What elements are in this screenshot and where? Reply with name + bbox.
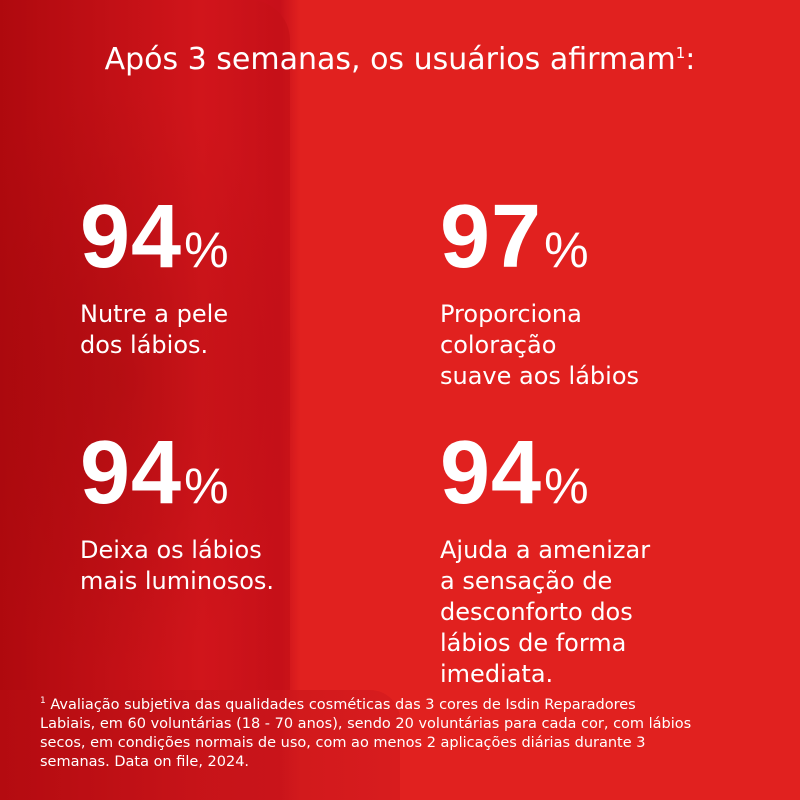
footnote-line: secos, em condições normais de uso, com … xyxy=(40,734,691,753)
footnote-line: 1 Avaliação subjetiva das qualidades cos… xyxy=(40,692,691,715)
stat-description: Nutre a pele dos lábios. xyxy=(80,299,420,361)
description-line: Proporciona xyxy=(440,300,582,328)
stat-value: 94 xyxy=(80,423,183,523)
stat-value: 94 xyxy=(440,423,543,523)
description-line: dos lábios. xyxy=(80,331,209,359)
description-line: lábios de forma xyxy=(440,629,627,657)
title-text: Após 3 semanas, os usuários afirmam xyxy=(104,42,676,77)
footnote-line: semanas. Data on file, 2024. xyxy=(40,753,691,772)
description-line: suave aos lábios xyxy=(440,362,640,390)
stat-description: Proporciona coloração suave aos lábios xyxy=(440,299,780,392)
footnote: 1 Avaliação subjetiva das qualidades cos… xyxy=(40,692,691,772)
stat-figure: 97% xyxy=(440,192,780,295)
stat-unit: % xyxy=(544,222,590,278)
stat-figure: 94% xyxy=(80,428,420,531)
product-shape xyxy=(0,0,290,690)
stat-description: Deixa os lábios mais luminosos. xyxy=(80,535,420,597)
stat-figure: 94% xyxy=(440,428,780,531)
stat-unit: % xyxy=(184,222,230,278)
stat-unit: % xyxy=(184,458,230,514)
title: Após 3 semanas, os usuários afirmam1: xyxy=(0,42,800,77)
description-line: imediata. xyxy=(440,660,554,688)
stat-value: 97 xyxy=(440,187,543,287)
footnote-text: Labiais, em 60 voluntárias (18 - 70 anos… xyxy=(40,715,692,732)
stat-description: Ajuda a amenizar a sensação de desconforto… xyxy=(440,535,780,690)
description-line: a sensação de xyxy=(440,567,613,595)
footnote-text: semanas. Data on file, 2024. xyxy=(40,753,250,770)
stat: 94% Nutre a pele dos lábios. xyxy=(80,192,420,361)
description-line: Deixa os lábios xyxy=(80,536,262,564)
stat: 94% Ajuda a amenizar a sensação de desconfo… xyxy=(440,428,780,690)
footnote-text: secos, em condições normais de uso, com … xyxy=(40,734,646,751)
description-line: desconforto dos xyxy=(440,598,633,626)
description-line: coloração xyxy=(440,331,557,359)
stat-figure: 94% xyxy=(80,192,420,295)
footnote-text: Avaliação subjetiva das qualidades cosmé… xyxy=(50,696,636,713)
stat: 97% Proporciona coloração suave aos lábios xyxy=(440,192,780,392)
product-shape xyxy=(0,690,400,800)
title-end: : xyxy=(685,42,696,77)
description-line: Nutre a pele xyxy=(80,300,229,328)
title-note: 1 xyxy=(675,44,686,62)
footnote-marker: 1 xyxy=(40,696,46,706)
description-line: Ajuda a amenizar xyxy=(440,536,651,564)
description-line: mais luminosos. xyxy=(80,567,275,595)
footnote-line: Labiais, em 60 voluntárias (18 - 70 anos… xyxy=(40,715,691,734)
stat-unit: % xyxy=(544,458,590,514)
stat-value: 94 xyxy=(80,187,183,287)
stat: 94% Deixa os lábios mais luminosos. xyxy=(80,428,420,597)
